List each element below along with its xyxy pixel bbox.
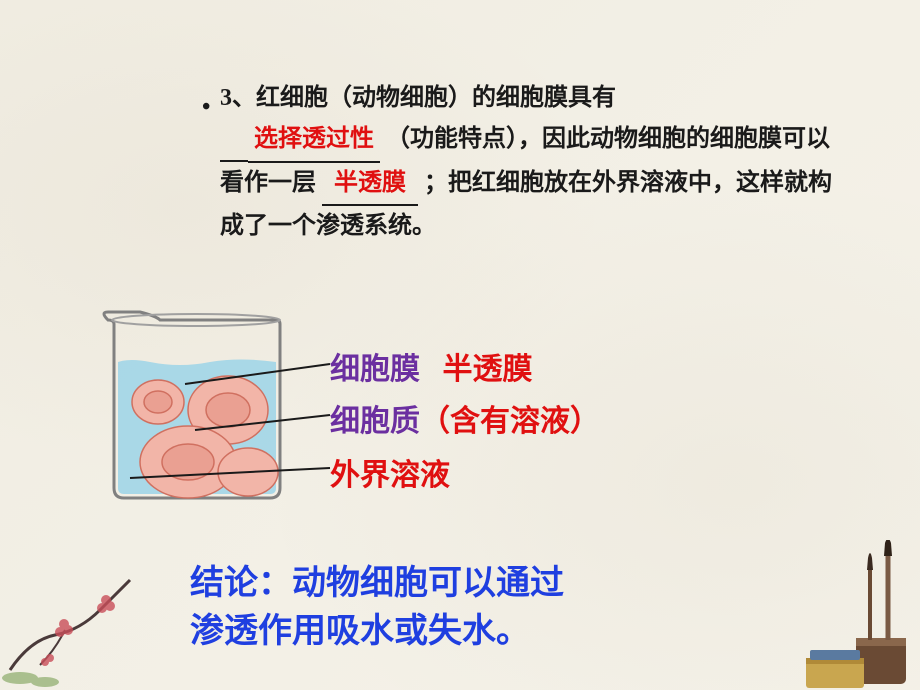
cell-2-inner	[206, 393, 250, 427]
label-external: 外界溶液	[330, 450, 450, 494]
beaker-diagram	[80, 300, 300, 510]
label-cytoplasm: 细胞质（含有溶液）	[330, 396, 600, 440]
label-cytoplasm-purple: 细胞质	[330, 405, 420, 438]
bullet-icon: •	[202, 87, 210, 128]
moss	[2, 672, 59, 687]
label-membrane-red: 半透膜	[443, 353, 533, 386]
cell-3-inner	[162, 444, 214, 480]
brush-pot-decoration	[800, 540, 920, 690]
brush-1-tip	[867, 553, 873, 570]
brush-2-tip	[884, 540, 892, 556]
cell-4	[218, 448, 278, 496]
conclusion-line1: 结论：动物细胞可以通过	[190, 560, 564, 608]
cell-1-inner	[144, 391, 172, 413]
answer-2: 半透膜	[322, 163, 418, 207]
branch-1	[10, 580, 130, 670]
book-2	[810, 650, 860, 660]
label-membrane: 细胞膜 半透膜	[330, 344, 533, 388]
slide-content: • 3、红细胞（动物细胞）的细胞膜具有 选择透过性 （功能特点），因此动物细胞的…	[0, 0, 920, 690]
main-paragraph: • 3、红细胞（动物细胞）的细胞膜具有 选择透过性 （功能特点），因此动物细胞的…	[220, 78, 840, 247]
para-line1-prefix: 3、红细胞（动物细胞）的细胞膜具有	[220, 85, 616, 111]
beaker-svg	[80, 300, 300, 510]
ink-plum-decoration	[0, 570, 170, 690]
answer-1: 选择透过性	[248, 119, 380, 163]
blank-prefix	[220, 119, 248, 162]
conclusion-line2: 渗透作用吸水或失水。	[190, 608, 564, 656]
brush-pot-rim	[856, 638, 906, 646]
label-membrane-purple: 细胞膜	[330, 353, 420, 386]
label-cytoplasm-red: （含有溶液）	[420, 405, 600, 438]
blossom-group	[41, 595, 115, 666]
label-external-red: 外界溶液	[330, 459, 450, 492]
conclusion-text: 结论：动物细胞可以通过 渗透作用吸水或失水。	[190, 560, 564, 655]
